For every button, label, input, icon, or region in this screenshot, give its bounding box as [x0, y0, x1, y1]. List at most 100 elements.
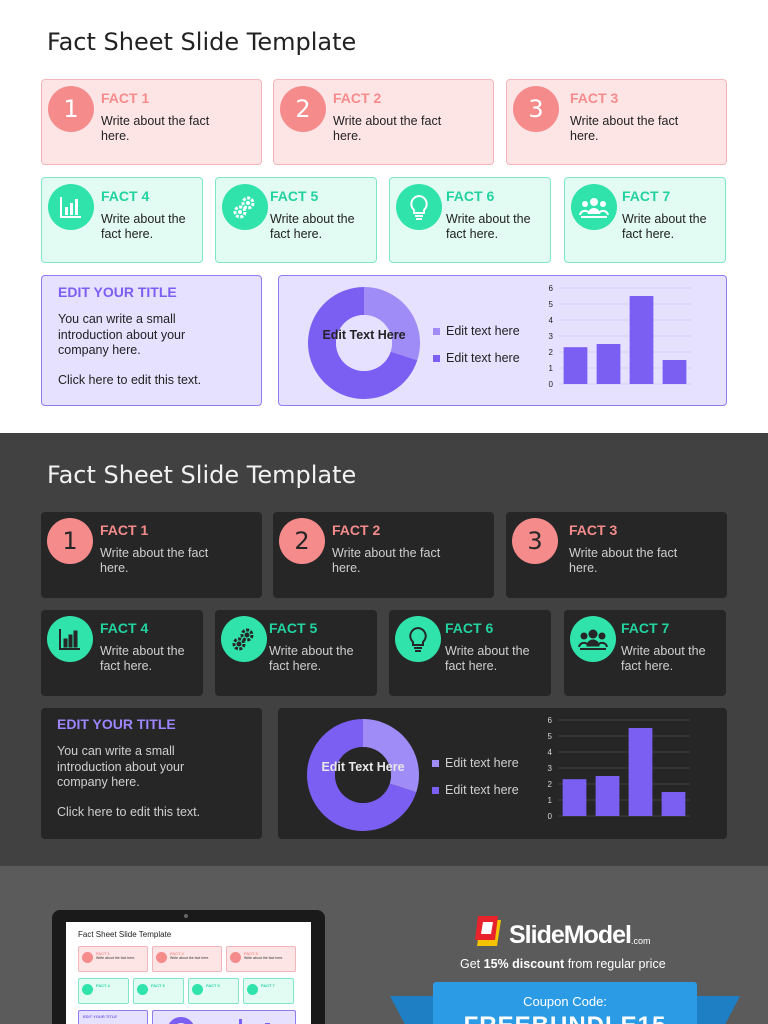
bar-1 [563, 347, 588, 384]
mini-fact-title: FACT 3 [244, 951, 258, 956]
y-tick-label: 0 [549, 380, 554, 389]
fact-card-2[interactable]: 2 FACT 2 Write about the fact here. [273, 512, 494, 598]
mini-fact-card: FACT 5 [133, 978, 184, 1004]
bar-1 [562, 779, 587, 816]
mini-bar [239, 1019, 242, 1024]
fact-title: FACT 6 [445, 620, 494, 636]
fact-title: FACT 3 [570, 90, 619, 106]
fact-card-5[interactable]: FACT 5 Write about the fact here. [215, 177, 377, 263]
fact-text: Write about the fact here. [100, 644, 185, 673]
intro-hint: Click here to edit this text. [58, 373, 202, 387]
slidemodel-logo[interactable]: SlideModel .com [475, 916, 650, 950]
donut-label: Edit Text Here [321, 760, 405, 774]
number-badge: 3 [513, 86, 559, 132]
chart-card[interactable]: Edit Text Here Edit text here Edit text … [278, 708, 727, 839]
fact-title: FACT 1 [100, 522, 149, 538]
fact-card-5[interactable]: FACT 5 Write about the fact here. [215, 610, 377, 696]
mini-badge [82, 952, 93, 963]
fact-card-1[interactable]: 1 FACT 1 Write about the fact here. [41, 79, 262, 165]
fact-card-4[interactable]: FACT 4 Write about the fact here. [41, 610, 203, 696]
donut-slice-1 [364, 287, 420, 361]
mini-fact-card: FACT 2 Write about the fact here. [152, 946, 222, 972]
legend-item: Edit text here [433, 351, 520, 365]
mini-fact-text: Write about the fact here. [96, 956, 136, 960]
fact-text: Write about the fact here. [269, 644, 354, 673]
chart-card[interactable]: Edit Text Here Edit text here Edit text … [278, 275, 727, 406]
fact-card-1[interactable]: 1 FACT 1 Write about the fact here. [41, 512, 262, 598]
legend-item: Edit text here [432, 756, 519, 770]
mini-intro-title: EDIT YOUR TITLE [83, 1014, 117, 1019]
intro-card[interactable]: EDIT YOUR TITLE You can write a small in… [41, 708, 262, 839]
mini-fact-title: FACT 2 [170, 951, 184, 956]
donut-label: Edit Text Here [322, 328, 406, 342]
discount-suffix: from regular price [567, 957, 666, 971]
fact-card-6[interactable]: FACT 6 Write about the fact here. [389, 177, 551, 263]
mini-fact-text: Write about the fact here. [170, 956, 210, 960]
legend-label: Edit text here [445, 783, 519, 797]
camera-icon [184, 914, 188, 918]
fact-title: FACT 2 [333, 90, 382, 106]
y-tick-label: 2 [549, 348, 554, 357]
bar-chart: 0 1 2 3 4 5 6 [549, 284, 691, 389]
fact-title: FACT 6 [446, 188, 495, 204]
fact-text: Write about the fact here. [570, 114, 679, 143]
slidemodel-logo-icon [475, 916, 501, 946]
fact-card-4[interactable]: FACT 4 Write about the fact here. [41, 177, 203, 263]
brand-suffix: .com [630, 936, 651, 946]
fact-title: FACT 5 [269, 620, 318, 636]
bar-3 [629, 296, 654, 384]
y-tick-label: 1 [548, 796, 553, 805]
fact-card-2[interactable]: 2 FACT 2 Write about the fact here. [273, 79, 494, 165]
legend-swatch [432, 759, 439, 767]
mini-badge [137, 984, 148, 995]
fact-card-7[interactable]: FACT 7 Write about the fact here. [564, 177, 726, 263]
mini-fact-card: FACT 4 [78, 978, 129, 1004]
mini-badge [192, 984, 203, 995]
team-icon [571, 184, 617, 230]
number-badge: 2 [280, 86, 326, 132]
mini-chart-card [152, 1010, 296, 1024]
fact-card-3[interactable]: 3 FACT 3 Write about the fact here. [506, 512, 727, 598]
fact-title: FACT 1 [101, 90, 150, 106]
discount-value: 15% discount [483, 957, 565, 971]
promo-banner: Fact Sheet Slide Template FACT 1 Write a… [0, 866, 768, 1024]
mini-badge [82, 984, 93, 995]
mini-fact-title: FACT 1 [96, 951, 110, 956]
brand-name: SlideModel [509, 921, 632, 949]
fact-text: Write about the fact here. [333, 114, 442, 143]
mini-fact-title: FACT 7 [261, 983, 275, 988]
bar-chart-icon [48, 184, 94, 230]
tablet-screen: Fact Sheet Slide Template FACT 1 Write a… [66, 922, 311, 1024]
y-tick-label: 2 [548, 780, 553, 789]
intro-title: EDIT YOUR TITLE [58, 284, 177, 300]
fact-card-6[interactable]: FACT 6 Write about the fact here. [389, 610, 551, 696]
gears-icon [221, 616, 267, 662]
y-tick-label: 4 [549, 316, 554, 325]
team-icon [570, 616, 616, 662]
fact-text: Write about the fact here. [101, 114, 210, 143]
slide-light: Fact Sheet Slide Template 1 FACT 1 Write… [0, 0, 768, 433]
coupon-code[interactable]: FREEBUNDLE15 [433, 1012, 697, 1024]
mini-slide-title: Fact Sheet Slide Template [78, 930, 172, 939]
intro-text: You can write a small introduction about… [58, 312, 186, 357]
fact-title: FACT 3 [569, 522, 618, 538]
number-badge: 1 [48, 86, 94, 132]
legend-label: Edit text here [446, 324, 520, 338]
bar-3 [628, 728, 653, 816]
bar-chart-icon [47, 616, 93, 662]
fact-text: Write about the fact here. [446, 212, 531, 241]
fact-text: Write about the fact here. [332, 546, 441, 575]
fact-text: Write about the fact here. [569, 546, 678, 575]
mini-fact-title: FACT 5 [151, 983, 165, 988]
intro-card[interactable]: EDIT YOUR TITLE You can write a small in… [41, 275, 262, 406]
mini-intro-card: EDIT YOUR TITLE [78, 1010, 148, 1024]
coupon-ribbon[interactable]: Coupon Code: FREEBUNDLE15 [433, 982, 697, 1024]
fact-card-3[interactable]: 3 FACT 3 Write about the fact here. [506, 79, 727, 165]
bar-2 [595, 776, 620, 816]
fact-card-7[interactable]: FACT 7 Write about the fact here. [564, 610, 726, 696]
bar-4 [662, 360, 687, 384]
y-tick-label: 3 [548, 764, 553, 773]
discount-prefix: Get [460, 957, 481, 971]
mini-donut [167, 1017, 195, 1024]
mini-fact-title: FACT 6 [206, 983, 220, 988]
